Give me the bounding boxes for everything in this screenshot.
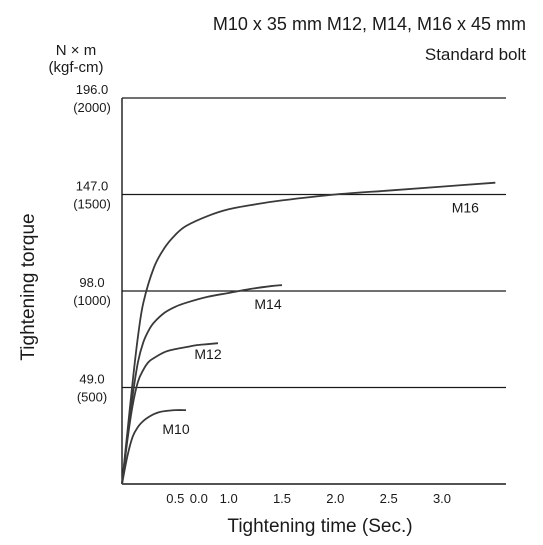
series-line-m16 xyxy=(121,181,496,485)
y-tick-label-0: 49.0 xyxy=(79,372,104,387)
y-axis-title: Tightening torque xyxy=(18,213,39,360)
series-label-layer: M10 M12 M14 M16 xyxy=(162,200,479,437)
series-label-m16: M16 xyxy=(452,200,479,216)
x-axis-title: Tightening time (Sec.) xyxy=(227,516,412,537)
x-tick-label-1: 0.0 xyxy=(190,491,208,506)
series-line-m12 xyxy=(121,342,219,485)
y-tick-secondary-label-2: (1500) xyxy=(73,197,111,212)
y-unit-label-primary: N × m xyxy=(56,42,96,59)
x-tick-label-4: 2.0 xyxy=(326,491,344,506)
y-tick-secondary-label-1: (1000) xyxy=(73,293,111,308)
series-line-m10 xyxy=(121,409,187,485)
x-tick-label-2: 1.0 xyxy=(220,491,238,506)
y-tick-secondary-label-0: (500) xyxy=(77,390,107,405)
y-unit-label-secondary: (kgf-cm) xyxy=(49,59,104,76)
chart-title-line-2: Standard bolt xyxy=(425,45,526,64)
series-layer xyxy=(121,181,496,485)
series-line-m14 xyxy=(121,284,283,485)
series-label-m12: M12 xyxy=(194,346,221,362)
y-tick-label-3: 196.0 xyxy=(76,82,109,97)
x-tick-layer: 0.5 0.0 1.0 1.5 2.0 2.5 3.0 xyxy=(166,491,451,506)
x-tick-label-6: 3.0 xyxy=(433,491,451,506)
grid-layer xyxy=(122,97,506,389)
chart-title-line-1: M10 x 35 mm M12, M14, M16 x 45 mm xyxy=(213,14,526,34)
y-tick-layer: 49.0 (500) 98.0 (1000) 147.0 (1500) 196.0 (2000… xyxy=(73,82,111,405)
axis-layer xyxy=(121,98,506,485)
x-tick-label-5: 2.5 xyxy=(380,491,398,506)
series-label-m14: M14 xyxy=(254,296,281,312)
y-tick-secondary-label-3: (2000) xyxy=(73,100,111,115)
y-tick-label-2: 147.0 xyxy=(76,179,109,194)
y-tick-label-1: 98.0 xyxy=(79,275,104,290)
series-label-m10: M10 xyxy=(162,421,189,437)
x-tick-label-0: 0.5 xyxy=(166,491,184,506)
x-tick-label-3: 1.5 xyxy=(273,491,291,506)
